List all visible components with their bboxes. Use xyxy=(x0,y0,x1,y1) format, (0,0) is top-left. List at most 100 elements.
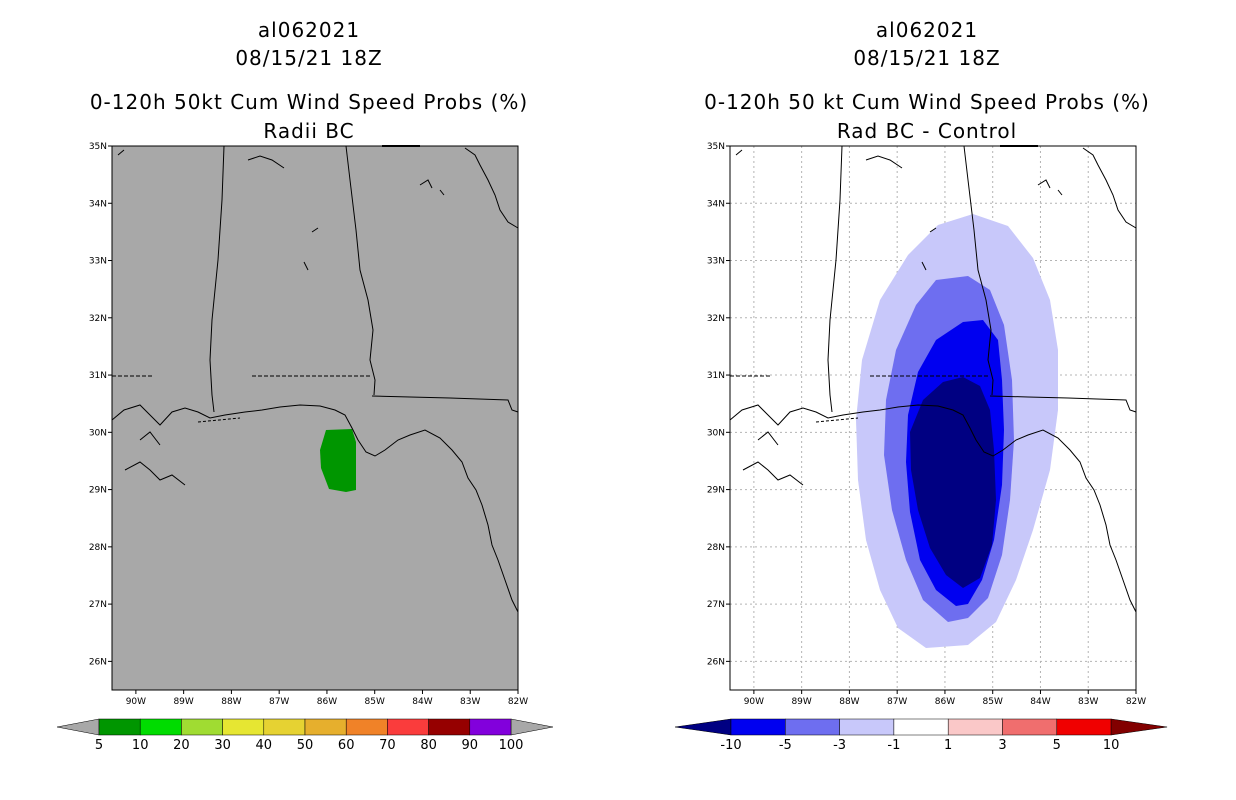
colorbar-segment xyxy=(839,718,895,736)
lat-label: 26N xyxy=(707,657,725,667)
colorbar-label: -5 xyxy=(779,738,792,753)
lat-label: 28N xyxy=(89,543,107,553)
right-datetime: 08/15/21 18Z xyxy=(853,46,1001,70)
lat-label: 29N xyxy=(707,486,725,496)
coastline-detail xyxy=(757,431,779,446)
colorbar-segment xyxy=(469,718,512,736)
left-panel: al062021 08/15/21 18Z 0-120h 50kt Cum Wi… xyxy=(56,18,554,753)
left-subtitle: Radii BC xyxy=(263,119,355,143)
right-subtitle: Rad BC - Control xyxy=(836,119,1018,143)
colorbar-label: 1 xyxy=(944,738,952,753)
lon-label: 89W xyxy=(173,697,193,707)
colorbar-label: 10 xyxy=(1103,738,1120,753)
colorbar-segment xyxy=(947,718,1003,736)
lon-label: 85W xyxy=(983,697,1003,707)
lat-label: 30N xyxy=(89,428,107,438)
coastline-detail xyxy=(439,189,445,196)
lat-label: 33N xyxy=(89,257,107,267)
coastline-detail xyxy=(311,227,319,233)
lat-label: 32N xyxy=(89,314,107,324)
coastline-detail xyxy=(921,261,927,271)
colorbar-segment xyxy=(785,718,840,736)
left-storm-id: al062021 xyxy=(257,18,361,42)
colorbar-segment xyxy=(345,718,388,736)
coastline xyxy=(111,404,519,613)
lon-label: 85W xyxy=(365,697,385,707)
right-panel: al062021 08/15/21 18Z 0-120h 50 kt Cum W… xyxy=(618,0,1236,800)
right-map: 35N 34N 33N 32N 31N 30N 29N 28N 27N 26N 90W 89W 88W 8… xyxy=(674,142,1168,753)
coastline-detail xyxy=(735,149,743,156)
colorbar-label: 40 xyxy=(256,738,273,753)
coastline-detail xyxy=(1057,189,1063,196)
lon-label: 89W xyxy=(791,697,811,707)
colorbar-label: 30 xyxy=(214,738,231,753)
colorbar-extend-low xyxy=(56,718,100,736)
colorbar-label: 50 xyxy=(297,738,314,753)
lat-label: 27N xyxy=(707,600,725,610)
colorbar-label: 70 xyxy=(379,738,396,753)
coastline-detail xyxy=(139,431,161,446)
lat-label: 31N xyxy=(707,371,725,381)
probability-area xyxy=(320,429,356,492)
lat-label: 27N xyxy=(89,600,107,610)
coastline-detail xyxy=(124,461,186,486)
map-frame xyxy=(729,145,1137,691)
colorbar-extend-low xyxy=(674,718,732,736)
state-boundary xyxy=(345,145,376,396)
lat-label: 28N xyxy=(707,543,725,553)
lat-label: 30N xyxy=(707,428,725,438)
lat-label: 35N xyxy=(707,142,725,152)
coastline-detail xyxy=(1037,179,1051,189)
state-boundary xyxy=(209,145,225,413)
colorbar-label: 10 xyxy=(132,738,149,753)
lat-label: 32N xyxy=(707,314,725,324)
left-map: 35N 34N 33N 32N 31N 30N 29N 28N 27N 26N 90W 89W 88W 8… xyxy=(56,142,554,753)
state-boundary xyxy=(963,145,994,396)
colorbar-label: 90 xyxy=(462,738,479,753)
lat-label: 33N xyxy=(707,257,725,267)
coastline-detail xyxy=(742,461,804,486)
colorbar-segment xyxy=(1002,718,1058,736)
map-background xyxy=(112,146,518,690)
right-storm-id: al062021 xyxy=(875,18,979,42)
colorbar-segment xyxy=(730,718,786,736)
colorbar-segment xyxy=(263,718,306,736)
lon-label: 88W xyxy=(221,697,241,707)
coastline-detail xyxy=(865,155,903,169)
lat-label: 34N xyxy=(707,199,725,209)
lon-label: 83W xyxy=(460,697,480,707)
lon-label: 87W xyxy=(887,697,907,707)
lon-label: 90W xyxy=(744,697,764,707)
lon-label: 83W xyxy=(1078,697,1098,707)
coastline-detail xyxy=(303,261,309,271)
colorbar-label: -10 xyxy=(720,738,741,753)
colorbar-label: -1 xyxy=(887,738,900,753)
lon-label: 90W xyxy=(126,697,146,707)
contour-minus-10 xyxy=(910,377,996,588)
left-title: 0-120h 50kt Cum Wind Speed Probs (%) xyxy=(89,90,529,114)
colorbar-label: 5 xyxy=(95,738,103,753)
coastline-detail xyxy=(117,149,125,156)
state-boundary xyxy=(989,395,1137,413)
colorbar-label: 60 xyxy=(338,738,355,753)
colorbar-segment xyxy=(222,718,265,736)
coastline-detail xyxy=(247,155,285,169)
colorbar-segment xyxy=(304,718,347,736)
colorbar-segment xyxy=(181,718,223,736)
left-datetime: 08/15/21 18Z xyxy=(235,46,383,70)
colorbar-segment xyxy=(387,718,429,736)
coastline-detail xyxy=(929,227,937,233)
coastline-dashed xyxy=(815,417,859,423)
lon-label: 84W xyxy=(1030,697,1050,707)
colorbar-label: 20 xyxy=(173,738,190,753)
colorbar-label: -3 xyxy=(833,738,846,753)
colorbar-extend-high xyxy=(1110,718,1168,736)
colorbar-segment xyxy=(1056,718,1112,736)
state-boundary xyxy=(827,145,843,413)
lat-label: 31N xyxy=(89,371,107,381)
coastline-detail xyxy=(419,179,433,189)
colorbar-label: 5 xyxy=(1053,738,1061,753)
colorbar-segment xyxy=(428,718,471,736)
lat-label: 35N xyxy=(89,142,107,152)
state-boundary xyxy=(371,395,519,413)
